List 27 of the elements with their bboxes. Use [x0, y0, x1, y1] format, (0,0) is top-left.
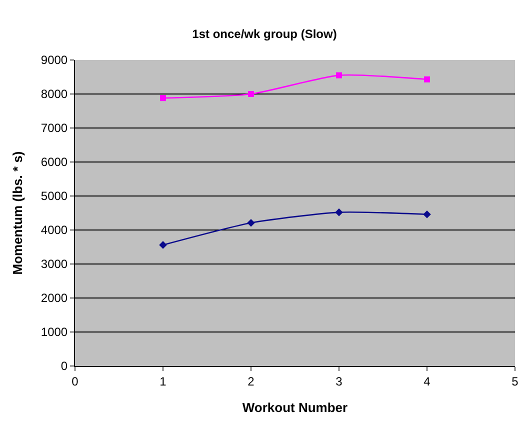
x-tick-label: 2	[248, 374, 255, 388]
x-tick-label: 3	[336, 374, 343, 388]
point	[248, 91, 254, 97]
point	[159, 241, 167, 249]
y-tick-label: 9000	[40, 53, 68, 68]
chart-title: 1st once/wk group (Slow)	[192, 27, 337, 42]
x-axis-title: Workout Number	[242, 400, 348, 415]
point	[336, 72, 342, 78]
y-tick-label: 0	[60, 359, 68, 374]
y-tick-label: 5000	[40, 189, 68, 204]
y-tick-label: 3000	[40, 257, 68, 272]
y-tick-label: 8000	[40, 87, 68, 102]
point	[335, 208, 343, 216]
x-tick-label: 5	[512, 374, 519, 388]
y-axis-title: Momentum (lbs. * s)	[10, 151, 25, 275]
y-tick-label: 1000	[40, 325, 68, 340]
point	[424, 76, 430, 82]
point	[160, 95, 166, 102]
y-tick-label: 4000	[40, 223, 68, 238]
y-tick-label: 6000	[40, 155, 68, 170]
y-tick-label: 7000	[40, 121, 68, 136]
x-tick-label: 4	[424, 374, 431, 388]
y-tick-label: 2000	[40, 291, 68, 306]
point	[423, 210, 431, 218]
x-tick-label: 0	[72, 374, 79, 388]
x-tick-label: 1	[160, 374, 167, 388]
point	[247, 218, 255, 227]
